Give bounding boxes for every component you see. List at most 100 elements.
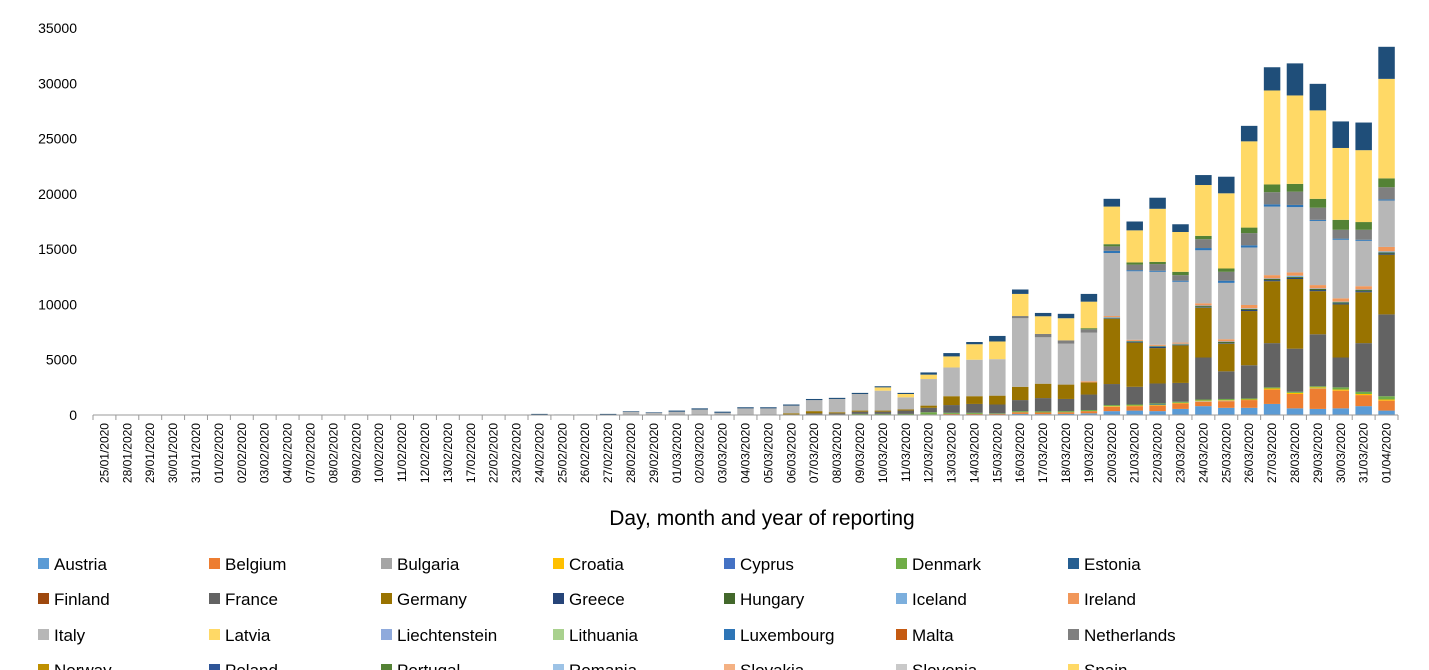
bar-segment <box>1332 238 1349 240</box>
bar-segment <box>1309 207 1327 220</box>
bar-segment <box>1309 198 1327 208</box>
bar-segment <box>1378 178 1395 188</box>
bar-segment <box>1286 392 1304 394</box>
legend-label: Slovenia <box>912 661 978 670</box>
bar-segment <box>1218 341 1235 343</box>
bar-segment <box>1034 333 1052 338</box>
bar-segment <box>1195 305 1212 307</box>
bar-segment <box>1172 275 1189 281</box>
bar-segment <box>1218 343 1235 372</box>
bar-segment <box>1378 78 1395 179</box>
bar-segment <box>1034 312 1052 317</box>
bar-segment <box>622 411 640 415</box>
bar-segment <box>1080 411 1098 414</box>
bar-segment <box>851 411 869 414</box>
bar-segment <box>1309 389 1327 409</box>
bar-segment <box>1240 311 1258 366</box>
bar-segment <box>1218 342 1235 344</box>
bar-segment <box>1263 90 1281 185</box>
bar-segment <box>1149 404 1166 406</box>
x-tick-label: 02/03/2020 <box>693 423 707 483</box>
bar-segment <box>1263 67 1281 91</box>
bar-segment <box>1103 246 1121 251</box>
bar-segment <box>851 393 869 411</box>
bar-segment <box>1011 413 1029 415</box>
bar-segment <box>737 407 754 409</box>
bar-segment <box>966 412 983 414</box>
bar-segment <box>1263 279 1281 281</box>
x-tick-label: 04/02/2020 <box>281 423 295 483</box>
bar-segment <box>1378 254 1395 315</box>
bar-segment <box>1286 393 1304 409</box>
bar-segment <box>1355 240 1372 287</box>
bar-segment <box>1286 183 1304 192</box>
bar-segment <box>1240 308 1258 309</box>
x-tick-label: 08/02/2020 <box>326 423 340 483</box>
legend-swatch <box>553 558 564 569</box>
bar-segment <box>1309 408 1327 415</box>
bar-segment <box>1103 244 1121 247</box>
bar-segment <box>1309 291 1327 335</box>
bar-segment <box>920 412 937 415</box>
bar-segment <box>1103 317 1121 318</box>
x-tick-label: 29/01/2020 <box>143 423 157 483</box>
bar-segment <box>1149 261 1166 265</box>
bar-segment <box>943 353 960 357</box>
bar-segment <box>966 359 983 397</box>
bar-segment <box>989 395 1006 405</box>
legend-label: Cyprus <box>740 555 794 574</box>
x-tick-label: 07/02/2020 <box>304 423 318 483</box>
bar-segment <box>1172 271 1189 276</box>
bar-segment <box>1011 293 1029 317</box>
legend-label: Estonia <box>1084 555 1141 574</box>
bar-segment <box>828 413 846 415</box>
bar-segment <box>1149 383 1166 404</box>
bar-segment <box>1080 413 1098 415</box>
x-axis-label: Day, month and year of reporting <box>609 507 914 530</box>
bar-segment <box>989 335 1006 342</box>
bar-segment <box>1286 191 1304 205</box>
bar-segment <box>1103 206 1121 245</box>
bar-segment <box>1011 318 1029 387</box>
bar-segment <box>1309 288 1327 289</box>
bar-segment <box>1011 289 1029 294</box>
bar-segment <box>1355 292 1372 344</box>
bar-segment <box>1149 270 1166 272</box>
bar-segment <box>1126 406 1143 411</box>
bar-segment <box>920 379 937 406</box>
bar-segment <box>1057 318 1075 341</box>
bar-segment <box>1195 357 1212 400</box>
bar-segment <box>1057 412 1075 414</box>
bar-segment <box>1080 394 1098 411</box>
bar-segment <box>1263 280 1281 282</box>
bar-segment <box>645 412 663 415</box>
bar-segment <box>1263 388 1281 390</box>
bar-segment <box>1355 222 1372 230</box>
bar-segment <box>1263 403 1281 415</box>
bar-segment <box>668 410 686 412</box>
bar-segment <box>1103 318 1121 319</box>
bar-segment <box>874 411 892 414</box>
bar-segment <box>1378 410 1395 415</box>
bar-segment <box>966 344 983 360</box>
bar-segment <box>1218 371 1235 399</box>
x-tick-label: 10/02/2020 <box>372 423 386 483</box>
bar-segment <box>989 413 1006 415</box>
bar-segment <box>1309 110 1327 199</box>
bar-segment <box>828 412 846 414</box>
bar-segment <box>1080 410 1098 412</box>
bar-segment <box>1218 282 1235 340</box>
bar-segment <box>1309 285 1327 289</box>
bar-segment <box>1195 307 1212 358</box>
bar-segment <box>1195 248 1212 251</box>
bar-segment <box>1103 384 1121 406</box>
legend-label: Germany <box>397 590 467 609</box>
legend-label: Ireland <box>1084 590 1136 609</box>
bar-segment <box>1286 204 1304 208</box>
x-tick-label: 29/02/2020 <box>647 423 661 483</box>
bar-segment <box>1103 411 1121 415</box>
bar-segment <box>1286 207 1304 273</box>
bar-segment <box>1080 332 1098 382</box>
bar-segment <box>1126 404 1143 406</box>
bar-segment <box>1263 206 1281 276</box>
